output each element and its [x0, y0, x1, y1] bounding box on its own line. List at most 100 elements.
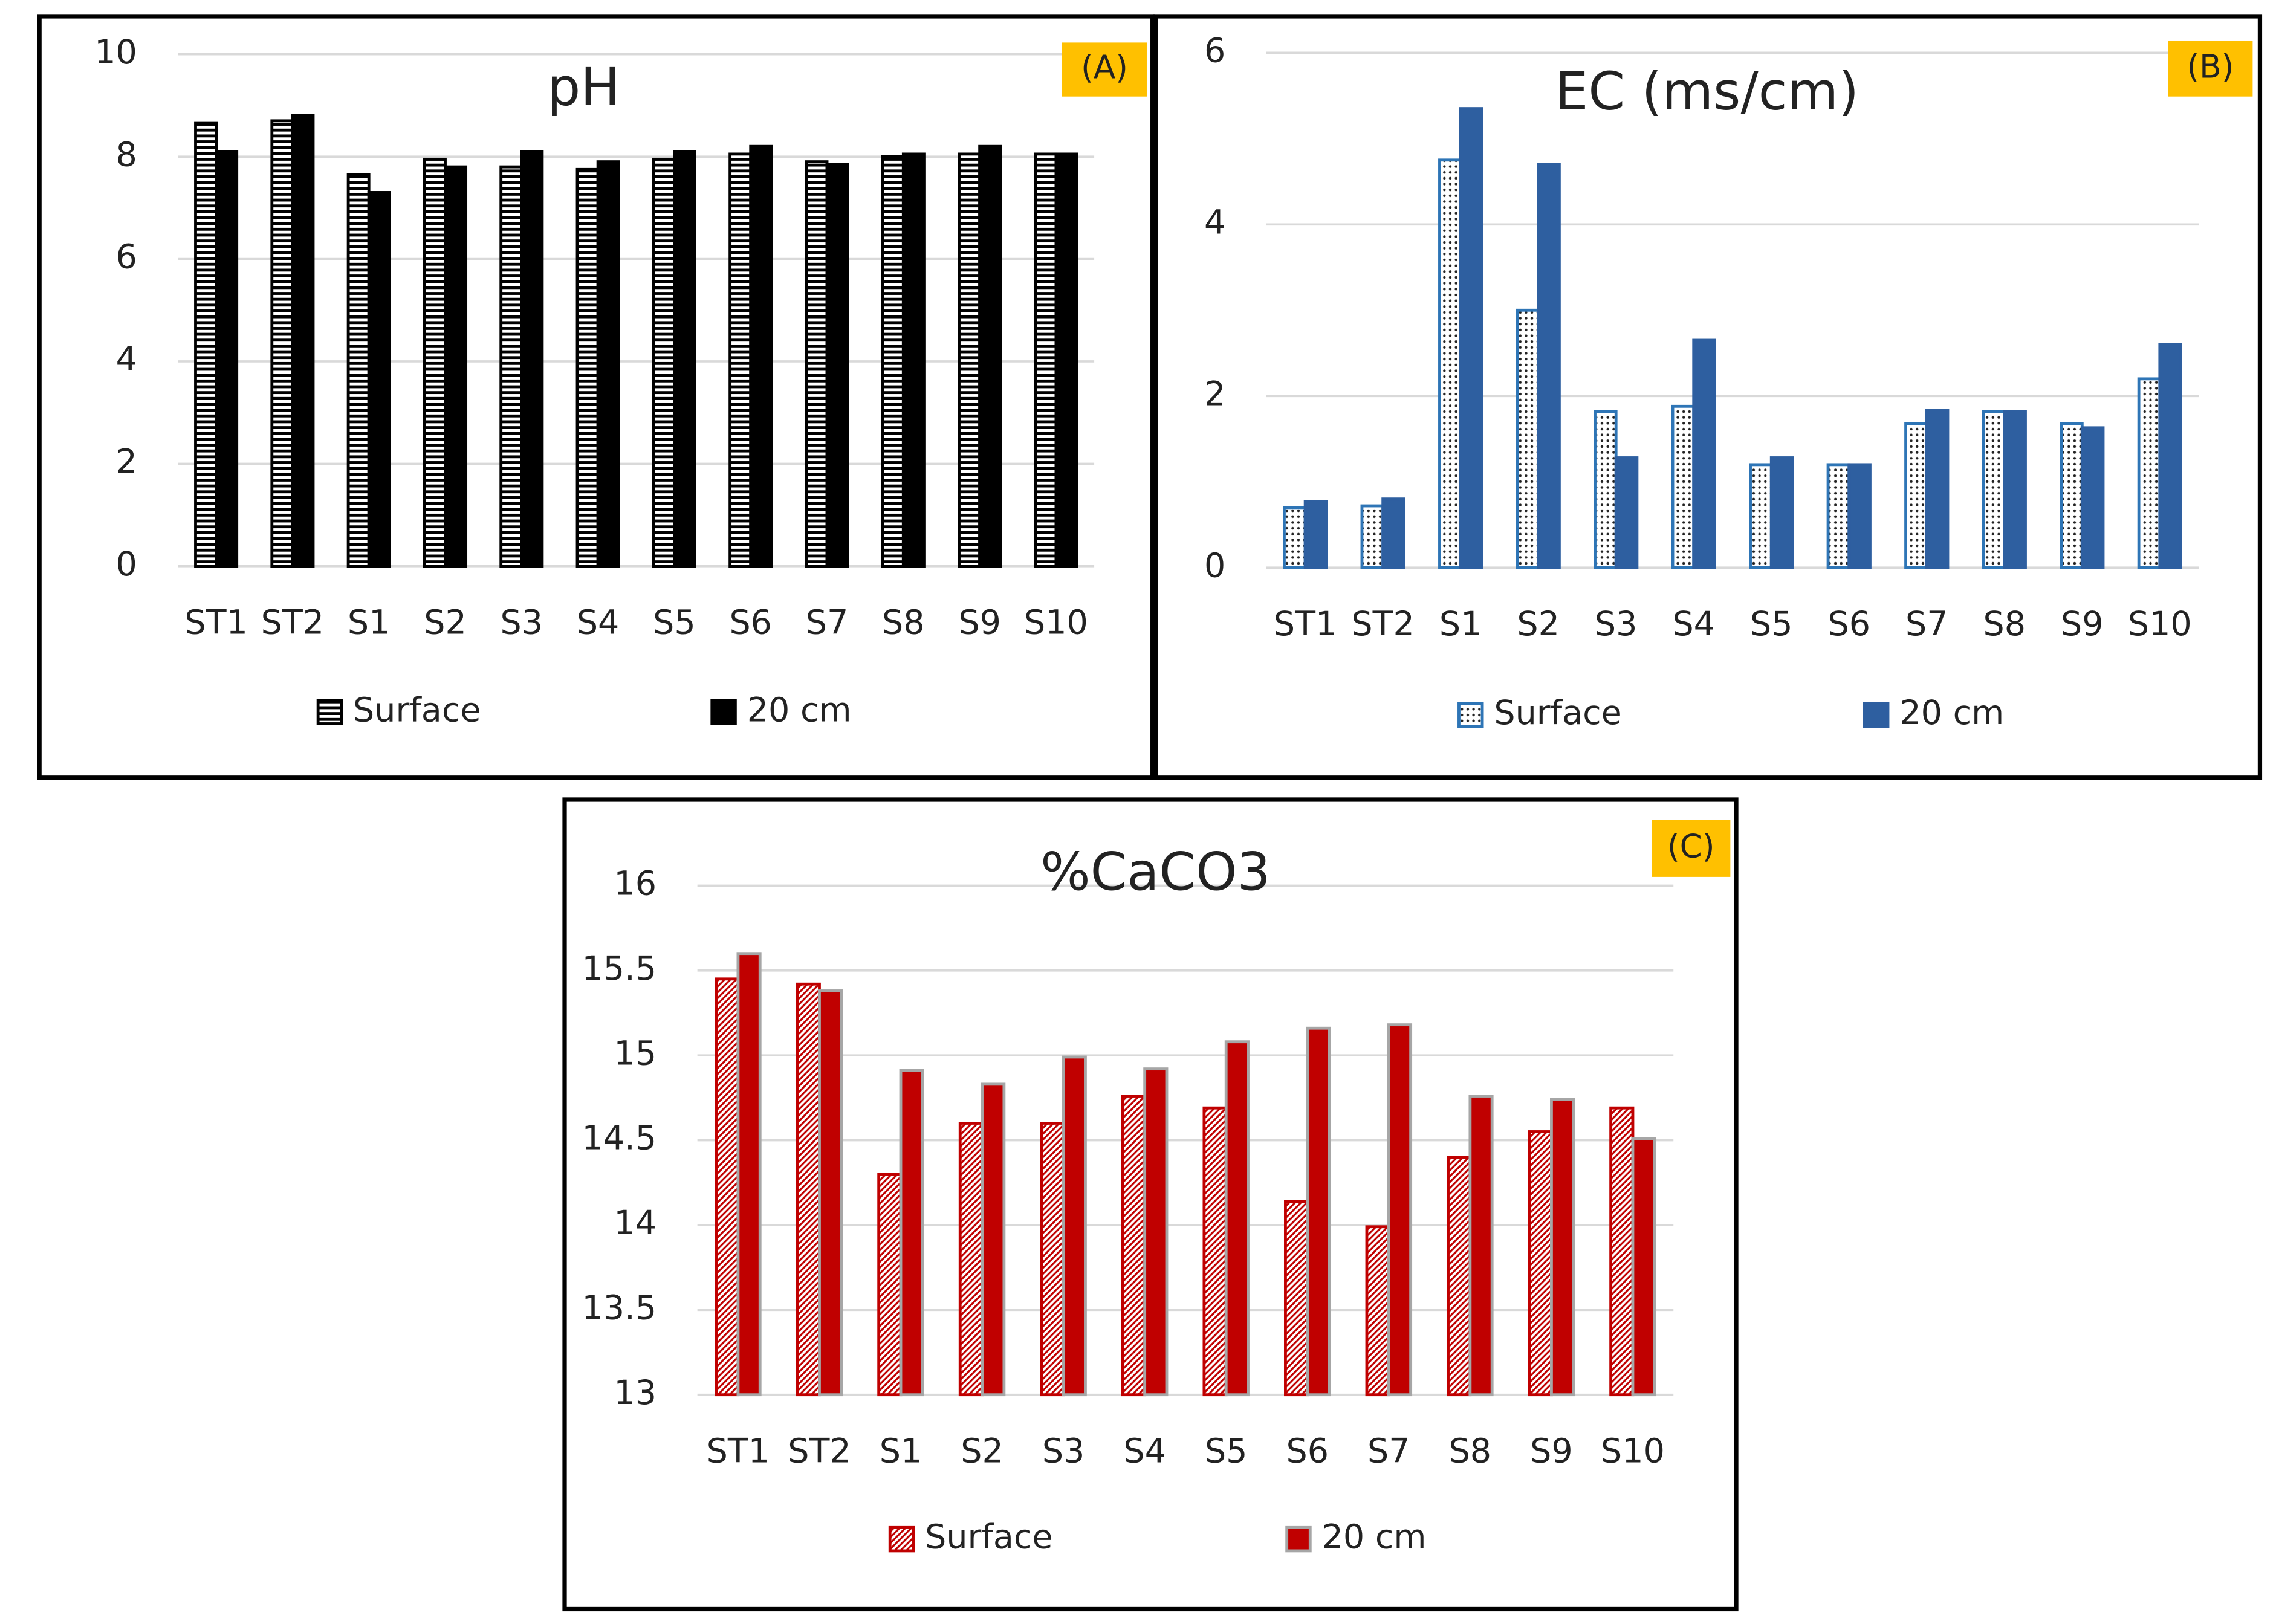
panel-tag: (B) — [2187, 48, 2234, 85]
x-tick-label: S10 — [1601, 1431, 1665, 1470]
bar — [1594, 410, 1618, 569]
x-tick-label: S3 — [501, 603, 543, 642]
panel-frame — [562, 797, 1739, 1612]
x-tick-label: ST1 — [184, 603, 247, 642]
bar — [1459, 107, 1483, 569]
bar — [194, 121, 218, 568]
bar — [901, 152, 926, 568]
x-tick-label: S6 — [1827, 604, 1870, 644]
bar — [796, 982, 821, 1397]
y-tick-label: 14.5 — [582, 1119, 657, 1158]
x-tick-label: S2 — [961, 1431, 1003, 1470]
x-tick-label: S9 — [1530, 1431, 1573, 1470]
legend-label: 20 cm — [1899, 693, 2004, 733]
bar — [1365, 1225, 1390, 1397]
y-tick-label: 10 — [94, 33, 137, 72]
bar — [881, 155, 905, 568]
bar — [1284, 1200, 1309, 1397]
x-tick-label: S9 — [2061, 604, 2104, 644]
bar — [728, 152, 753, 568]
bar — [2137, 377, 2162, 569]
bar — [575, 167, 600, 568]
bar — [958, 152, 982, 568]
x-tick-label: ST1 — [1274, 604, 1337, 644]
x-tick-label: S8 — [1449, 1431, 1492, 1470]
chart-title: EC (ms/cm) — [1555, 61, 1859, 122]
x-tick-label: S10 — [1024, 603, 1088, 642]
y-tick-label: 8 — [116, 135, 137, 174]
bar — [736, 952, 762, 1397]
bar — [1982, 410, 2006, 569]
bar — [1528, 1130, 1553, 1397]
panel-frame — [1153, 14, 2263, 780]
y-tick-label: 4 — [116, 340, 137, 379]
legend-label: Surface — [353, 690, 481, 730]
x-tick-label: S6 — [729, 603, 772, 642]
x-tick-label: S7 — [1367, 1431, 1410, 1470]
bar — [270, 119, 294, 568]
y-tick-label: 4 — [1204, 202, 1225, 242]
bar — [1447, 1156, 1472, 1397]
bar — [1631, 1137, 1656, 1397]
bar — [1904, 422, 1928, 569]
bar — [1692, 338, 1716, 569]
bar — [1925, 409, 1950, 569]
bar — [1224, 1040, 1250, 1397]
bar — [1550, 1098, 1575, 1397]
bar — [367, 191, 391, 568]
legend-label: 20 cm — [1322, 1518, 1427, 1557]
y-tick-label: 13 — [614, 1373, 657, 1412]
y-tick-label: 14 — [614, 1203, 657, 1243]
bar — [877, 1173, 903, 1397]
panel-tag: (A) — [1081, 49, 1128, 86]
x-tick-label: S7 — [1905, 604, 1948, 644]
x-tick-label: S4 — [1672, 604, 1715, 644]
bar — [2158, 343, 2182, 569]
bar — [1360, 504, 1385, 569]
y-tick-label: 13.5 — [582, 1288, 657, 1327]
y-tick-label: 15.5 — [582, 949, 657, 988]
x-tick-label: S8 — [1983, 604, 2026, 644]
x-tick-label: S10 — [2128, 604, 2192, 644]
legend-swatch — [710, 699, 737, 725]
panel-frame — [37, 14, 1155, 780]
bar — [1516, 308, 1540, 569]
x-tick-label: S3 — [1595, 604, 1638, 644]
bar — [1283, 506, 1307, 569]
legend-swatch — [888, 1525, 915, 1553]
x-tick-label: S3 — [1042, 1431, 1085, 1470]
x-tick-label: S2 — [1517, 604, 1560, 644]
y-tick-label: 6 — [1204, 31, 1225, 70]
legend-swatch — [1863, 702, 1890, 728]
bar — [2003, 410, 2027, 569]
bar — [215, 150, 239, 568]
x-tick-label: ST2 — [1351, 604, 1414, 644]
bar — [291, 114, 315, 568]
panel-tag-box — [2168, 40, 2253, 97]
y-tick-label: 0 — [1204, 546, 1225, 585]
bar — [899, 1069, 924, 1397]
legend-label: Surface — [1494, 693, 1621, 733]
bar — [825, 163, 849, 568]
x-tick-label: S6 — [1286, 1431, 1329, 1470]
legend-label: Surface — [925, 1518, 1052, 1557]
y-tick-label: 16 — [614, 864, 657, 904]
bar — [2080, 426, 2105, 569]
bar — [1438, 158, 1462, 569]
x-tick-label: S4 — [577, 603, 620, 642]
y-tick-label: 6 — [116, 238, 137, 277]
legend-label: 20 cm — [747, 690, 852, 730]
x-tick-label: S5 — [1750, 604, 1793, 644]
bar — [1537, 163, 1561, 569]
bar — [520, 150, 544, 568]
bar — [1671, 404, 1696, 569]
bar — [499, 165, 524, 568]
x-tick-label: ST1 — [707, 1431, 770, 1470]
bar — [1749, 463, 1773, 569]
y-tick-label: 2 — [116, 442, 137, 482]
x-tick-label: S2 — [424, 603, 467, 642]
bar — [1040, 1122, 1065, 1397]
chart-title: pH — [547, 57, 620, 118]
bar — [1034, 152, 1058, 568]
bar — [1826, 463, 1851, 569]
